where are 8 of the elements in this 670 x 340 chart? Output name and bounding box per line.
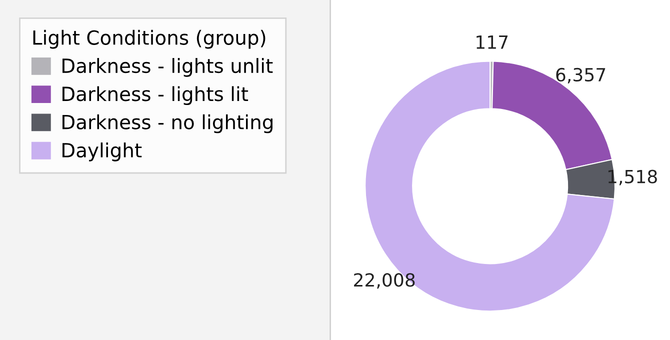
data-label: 22,008 — [354, 273, 415, 289]
legend-label: Darkness - lights unlit — [62, 58, 273, 77]
legend-title: Light Conditions (group) — [33, 30, 266, 49]
legend-label: Darkness - no lighting — [62, 114, 272, 134]
legend-label: Daylight — [62, 142, 142, 162]
data-label: 117 — [476, 36, 508, 49]
legend-label: Darkness - lights lit — [62, 86, 248, 106]
data-label: 6,357 — [556, 68, 606, 84]
